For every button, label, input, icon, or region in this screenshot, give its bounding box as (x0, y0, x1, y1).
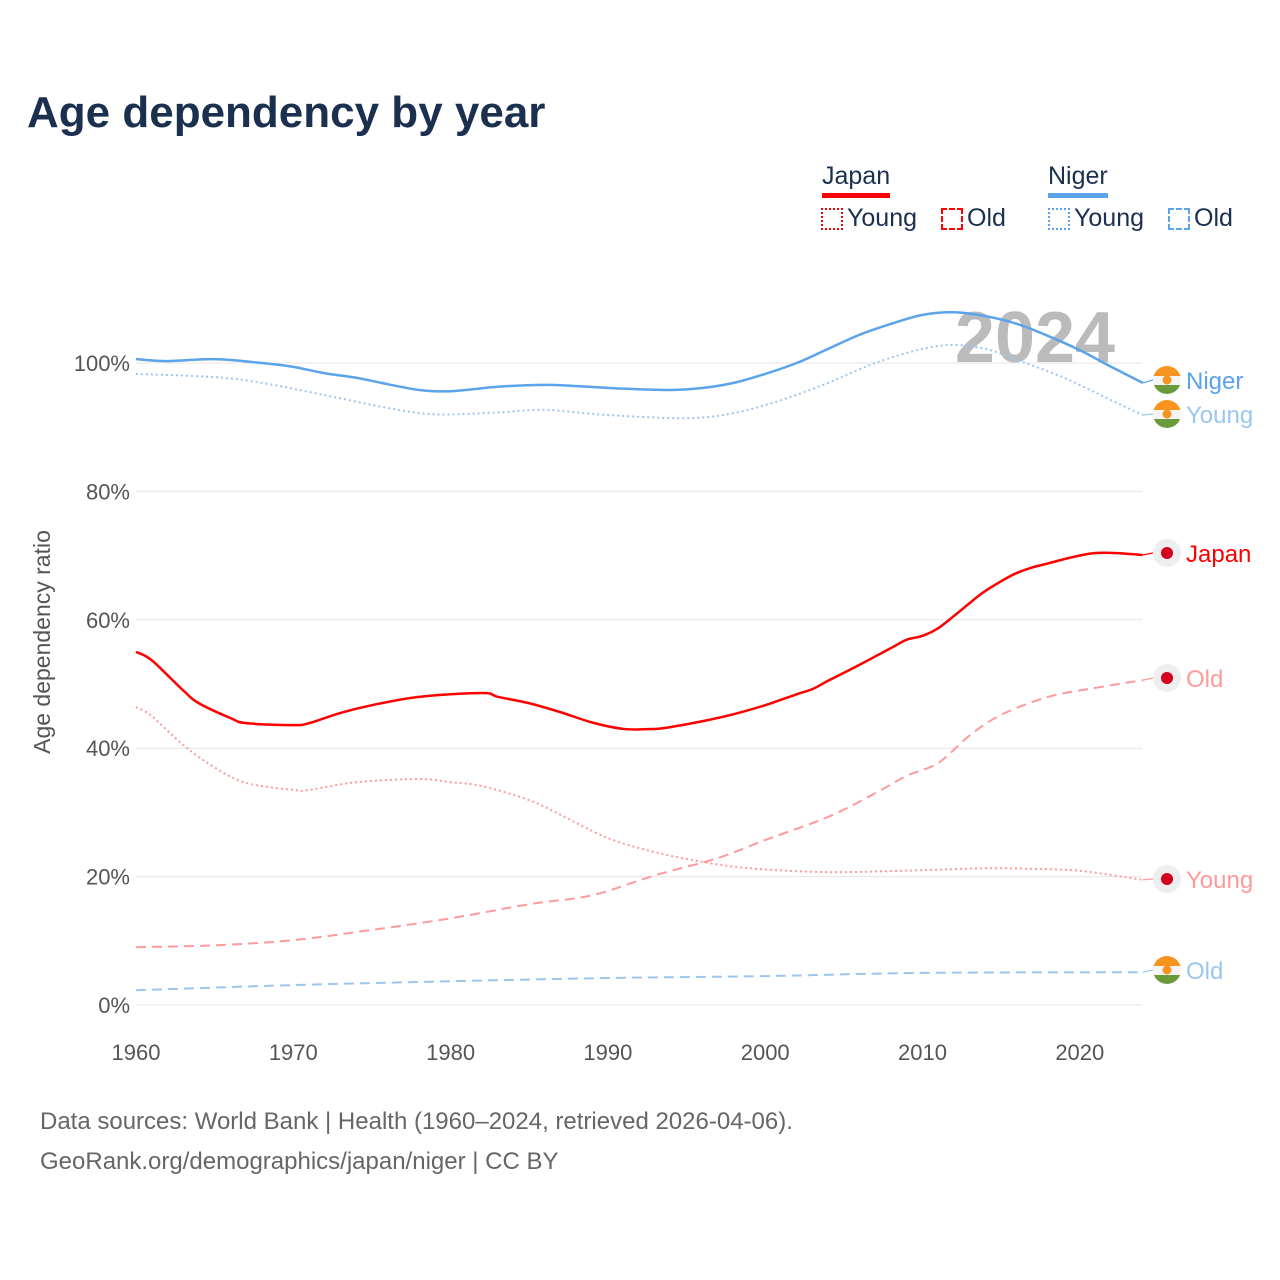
series-line-niger-old[interactable] (135, 971, 1143, 992)
x-tick-label: 2000 (741, 1040, 790, 1065)
footer-sources: Data sources: World Bank | Health (1960–… (40, 1108, 793, 1135)
year-watermark: 2024 (955, 298, 1115, 378)
label-connector (1142, 552, 1154, 556)
x-tick-label: 1960 (112, 1040, 161, 1065)
x-tick-label: 2010 (898, 1040, 947, 1065)
legend-label: Old (967, 204, 1006, 232)
x-tick-label: 1990 (583, 1040, 632, 1065)
japan-flag-icon (1153, 865, 1181, 893)
legend-label: Young (1074, 204, 1144, 232)
label-connector (1142, 379, 1154, 384)
series-line-japan-young[interactable] (135, 706, 1143, 881)
y-tick-label: 0% (98, 993, 130, 1018)
legend-niger[interactable]: Niger (1048, 162, 1108, 198)
series-end-label: Young (1186, 867, 1253, 894)
dashed-line-swatch-icon (941, 207, 963, 230)
chart-title: Age dependency by year (27, 88, 546, 137)
x-tick-label: 1970 (269, 1040, 318, 1065)
y-tick-label: 60% (86, 608, 130, 633)
y-axis-label: Age dependency ratio (29, 530, 55, 754)
series-end-label: Young (1186, 402, 1253, 429)
legend-label: Old (1194, 204, 1233, 232)
label-connector (1142, 878, 1154, 881)
japan-flag-icon (1153, 539, 1181, 567)
y-tick-label: 40% (86, 736, 130, 761)
series-line-niger-young[interactable] (135, 344, 1144, 420)
dashed-line-swatch-icon (1168, 207, 1190, 230)
legend-label: Young (847, 204, 917, 232)
label-connector (1142, 677, 1154, 681)
niger-flag-icon (1153, 366, 1181, 394)
japan-flag-icon (1153, 664, 1181, 692)
series-end-label: Old (1186, 958, 1223, 985)
series-line-japan[interactable] (135, 551, 1143, 731)
y-tick-label: 20% (86, 865, 130, 890)
legend-niger-young[interactable]: Young (1048, 204, 1144, 233)
series-end-label: Old (1186, 666, 1223, 693)
x-tick-label: 1980 (426, 1040, 475, 1065)
legend-japan[interactable]: Japan (822, 162, 891, 198)
label-connector (1142, 969, 1154, 973)
dotted-line-swatch-icon (821, 207, 843, 230)
dotted-line-swatch-icon (1048, 207, 1070, 230)
series-line-niger[interactable] (135, 311, 1144, 393)
legend-japan-young[interactable]: Young (821, 204, 917, 233)
niger-flag-icon (1153, 400, 1181, 428)
label-connector (1142, 413, 1154, 416)
niger-flag-icon (1153, 956, 1181, 984)
legend-japan-old[interactable]: Old (941, 204, 1006, 233)
footer-link[interactable]: GeoRank.org/demographics/japan/niger | C… (40, 1148, 559, 1175)
series-end-label: Japan (1186, 541, 1251, 568)
series-line-japan-old[interactable] (135, 679, 1143, 949)
legend-niger-old[interactable]: Old (1168, 204, 1233, 233)
series-end-label: Niger (1186, 368, 1243, 395)
x-tick-label: 2020 (1055, 1040, 1104, 1065)
y-tick-label: 100% (74, 351, 130, 376)
y-tick-label: 80% (86, 479, 130, 504)
